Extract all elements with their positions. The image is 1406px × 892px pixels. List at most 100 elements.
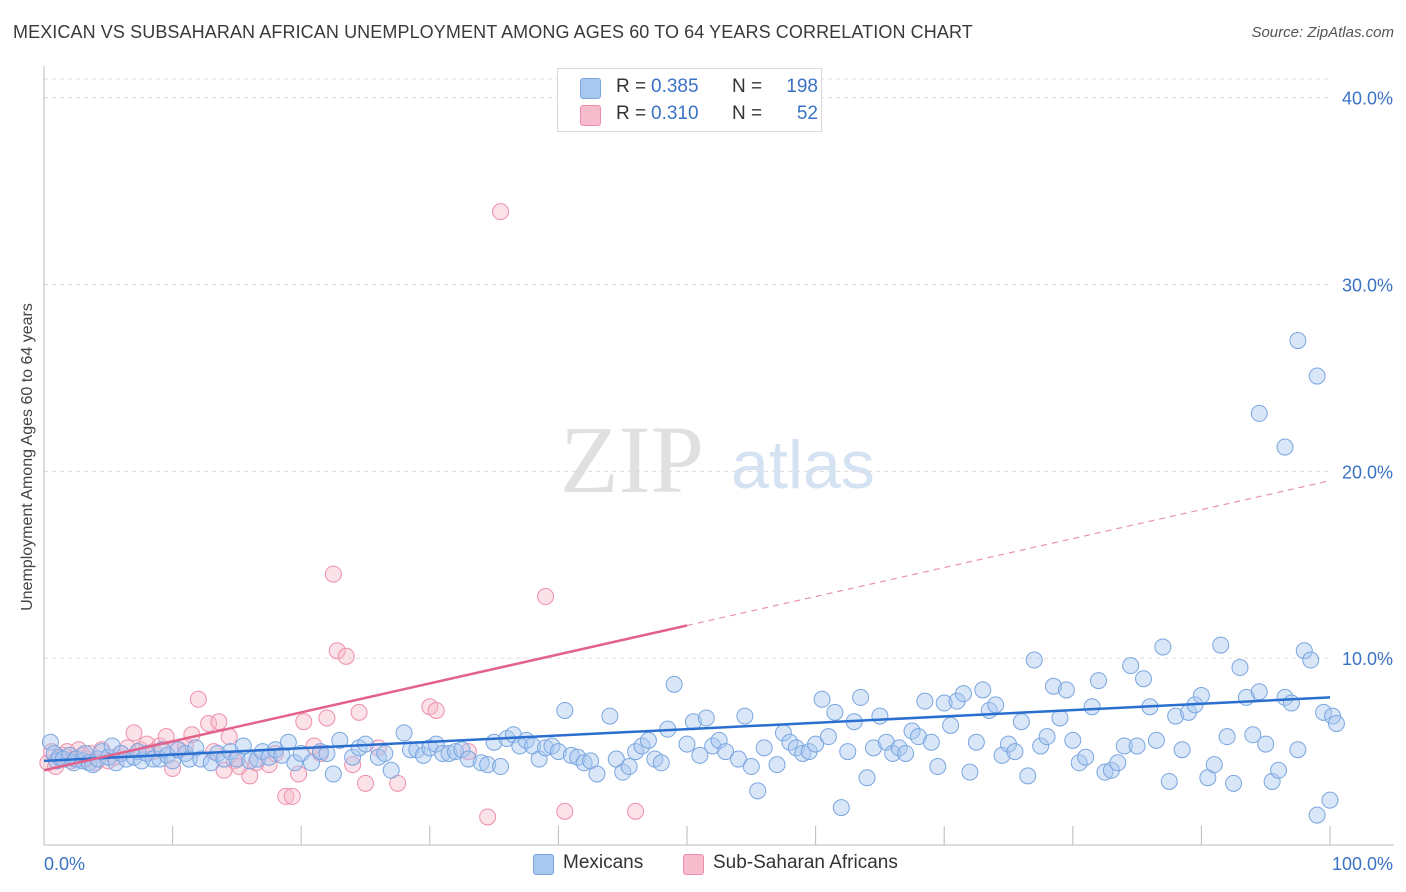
data-point-sub-saharan	[337, 647, 355, 665]
legend-swatch-blue	[533, 854, 554, 875]
legend-label: Sub-Saharan Africans	[713, 852, 898, 873]
data-point-mexican	[935, 694, 953, 712]
data-point-mexican	[1276, 438, 1294, 456]
data-point-sub-saharan	[350, 703, 368, 721]
data-point-mexican	[1225, 774, 1243, 792]
data-point-mexican	[954, 685, 972, 703]
data-point-mexican	[813, 690, 831, 708]
data-point-mexican	[916, 692, 934, 710]
data-point-mexican	[1302, 651, 1320, 669]
data-point-mexican	[1250, 404, 1268, 422]
data-point-mexican	[639, 731, 657, 749]
data-point-sub-saharan	[479, 808, 497, 826]
data-point-mexican	[871, 707, 889, 725]
data-point-sub-saharan	[459, 743, 477, 761]
data-point-mexican	[1012, 713, 1030, 731]
data-point-mexican	[890, 739, 908, 757]
data-point-mexican	[1289, 741, 1307, 759]
data-point-mexican	[1096, 763, 1114, 781]
data-point-mexican	[807, 735, 825, 753]
data-point-mexican	[1315, 703, 1333, 721]
data-point-mexican	[1270, 761, 1288, 779]
data-point-mexican	[1038, 728, 1056, 746]
trend-lines	[43, 480, 1331, 772]
data-point-sub-saharan	[318, 709, 336, 727]
data-point-mexican	[742, 758, 760, 776]
data-point-mexican	[1321, 791, 1339, 809]
data-point-mexican	[41, 733, 59, 751]
data-point-mexican	[864, 739, 882, 757]
tick-labels: 10.0% 20.0% 30.0% 40.0% 0.0% 100.0%	[44, 89, 1393, 874]
data-point-mexican	[588, 765, 606, 783]
data-point-mexican	[1173, 741, 1191, 759]
data-point-sub-saharan	[537, 588, 555, 606]
data-point-sub-saharan	[328, 642, 346, 660]
data-point-mexican	[1128, 737, 1146, 755]
data-point-mexican	[344, 748, 362, 766]
data-point-mexican	[395, 724, 413, 742]
data-point-mexican	[376, 744, 394, 762]
data-point-sub-saharan	[200, 715, 218, 733]
n-label: N =	[732, 76, 763, 97]
trend-line-sub-saharan-solid	[43, 624, 688, 772]
data-point-mexican	[665, 675, 683, 693]
data-point-mexican	[884, 744, 902, 762]
data-point-sub-saharan	[290, 765, 308, 783]
data-point-mexican	[1064, 731, 1082, 749]
data-point-sub-saharan	[627, 802, 645, 820]
data-point-mexican	[1057, 681, 1075, 699]
data-point-mexican	[1205, 756, 1223, 774]
y-tick-label: 40.0%	[1342, 89, 1393, 109]
data-point-mexican	[704, 737, 722, 755]
data-point-mexican	[929, 758, 947, 776]
data-point-sub-saharan	[556, 802, 574, 820]
data-point-mexican	[794, 744, 812, 762]
data-point-mexican	[601, 707, 619, 725]
data-point-mexican	[286, 754, 304, 772]
data-point-mexican	[1308, 367, 1326, 385]
data-point-mexican	[826, 703, 844, 721]
data-point-mexican	[1051, 709, 1069, 727]
watermark-atlas: atlas	[731, 427, 875, 503]
data-point-mexican	[852, 688, 870, 706]
data-point-mexican	[922, 733, 940, 751]
data-point-mexican	[781, 733, 799, 751]
data-point-mexican	[279, 733, 297, 751]
data-point-mexican	[562, 746, 580, 764]
data-point-mexican	[543, 737, 561, 755]
data-point-mexican	[787, 739, 805, 757]
data-point-mexican	[1327, 715, 1345, 733]
trend-line-mexicans	[43, 696, 1331, 763]
data-point-mexican	[974, 681, 992, 699]
watermark-zip: ZIP	[560, 406, 704, 513]
data-point-mexican	[492, 758, 510, 776]
r-value: 0.310	[651, 103, 699, 124]
data-point-mexican	[652, 754, 670, 772]
data-point-mexican	[1019, 767, 1037, 785]
data-point-mexican	[768, 756, 786, 774]
gridlines	[44, 78, 1330, 659]
data-point-mexican	[1218, 728, 1236, 746]
data-point-mexican	[575, 754, 593, 772]
data-point-sub-saharan	[324, 565, 342, 583]
data-point-mexican	[736, 707, 754, 725]
data-point-mexican	[192, 750, 210, 768]
data-point-mexican	[549, 743, 567, 761]
axes	[43, 66, 1394, 846]
data-point-mexican	[537, 739, 555, 757]
data-point-mexican	[897, 744, 915, 762]
data-point-mexican	[302, 754, 320, 772]
data-point-mexican	[987, 696, 1005, 714]
data-point-sub-saharan	[357, 774, 374, 792]
data-point-mexican	[434, 744, 452, 762]
data-point-mexican	[749, 782, 767, 800]
data-point-mexican	[691, 746, 709, 764]
r-label: R =	[616, 76, 647, 97]
data-point-mexican	[1154, 638, 1172, 656]
data-point-mexican	[331, 731, 349, 749]
series-sub-saharan-africans	[39, 203, 645, 826]
data-point-mexican	[909, 728, 927, 746]
data-point-mexican	[1212, 636, 1230, 654]
data-point-mexican	[819, 728, 837, 746]
data-point-mexican	[903, 722, 921, 740]
